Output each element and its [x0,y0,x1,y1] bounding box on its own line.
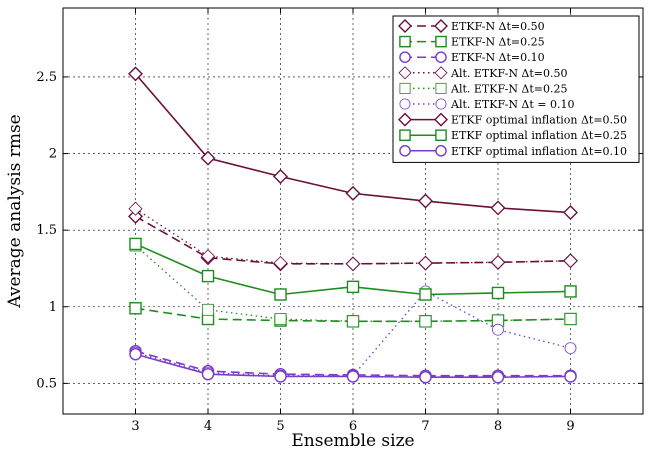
y-tick-label: 1 [49,300,57,315]
legend-label: Alt. ETKF-N Δt = 0.10 [450,98,575,111]
circle-marker [419,371,432,384]
legend-label: ETKF optimal inflation Δt=0.10 [451,145,627,158]
y-axis-title: Average analysis rmse [5,114,25,308]
x-tick-label: 7 [421,419,429,434]
diamond-marker [418,193,433,209]
circle-marker [435,98,447,110]
circle-marker [564,342,577,355]
square-marker [201,269,215,283]
y-tick-label: 2.5 [36,70,57,85]
legend-label: ETKF optimal inflation Δt=0.25 [451,129,627,142]
circle-marker [435,144,447,157]
series-lines [128,66,578,384]
square-marker [274,313,287,325]
diamond-marker [273,169,288,185]
square-marker [129,237,142,251]
circle-marker [399,144,411,157]
grid [63,8,643,414]
square-marker [274,288,287,301]
legend-item: ETKF optimal inflation Δt=0.50 [398,112,627,127]
legend-item: ETKF-N Δt=0.25 [399,35,545,49]
diamond-marker [345,256,361,271]
diamond-marker [345,185,361,201]
square-marker [347,315,359,328]
circle-marker [201,367,215,381]
x-tick-label: 4 [204,419,212,434]
square-marker [399,129,411,142]
circle-marker [492,323,504,336]
circle-marker [491,371,505,384]
square-marker [435,129,447,142]
series-7 [129,237,577,301]
diamond-marker [273,256,288,271]
diamond-marker [398,112,412,127]
square-marker [419,288,432,301]
diamond-marker [418,256,433,271]
legend-label: ETKF-N Δt=0.10 [451,51,545,64]
legend-label: ETKF-N Δt=0.25 [451,36,545,49]
diamond-marker [563,205,578,221]
square-marker [435,35,447,48]
square-marker [564,285,577,298]
square-marker [129,302,142,315]
diamond-marker [128,66,143,82]
legend-item: Alt. ETKF-N Δt=0.50 [398,66,568,80]
diamond-marker [128,201,143,216]
circle-marker [435,51,447,64]
circle-marker [346,370,360,383]
series-8 [129,348,577,384]
diamond-marker [563,253,578,268]
square-marker [399,35,411,48]
diamond-marker [434,112,448,127]
x-tick-label: 5 [276,419,284,434]
legend-item: ETKF-N Δt=0.10 [399,51,545,64]
square-marker [491,286,505,300]
legend-item: Alt. ETKF-N Δt=0.25 [399,82,568,95]
axis-ticks: 3 4 5 6 7 8 9 0.5 1 1.5 2 2.5 [36,8,643,434]
y-tick-label: 1.5 [36,223,57,238]
legend-label: ETKF-N Δt=0.50 [451,20,545,33]
x-tick-label: 9 [566,419,574,434]
diamond-marker [200,249,216,264]
diamond-marker [200,150,216,166]
legend-item: ETKF-N Δt=0.50 [398,19,545,33]
circle-marker [399,98,411,110]
square-marker [435,82,447,94]
circle-marker [564,370,577,383]
x-axis-title: Ensemble size [291,431,414,451]
circle-marker [399,51,411,64]
legend-label: ETKF optimal inflation Δt=0.50 [451,114,627,127]
x-tick-label: 6 [349,419,357,434]
x-tick-label: 8 [494,419,502,434]
diamond-marker [490,255,506,270]
square-marker [399,82,411,94]
diamond-marker [398,66,412,80]
series-6 [128,66,578,221]
y-tick-label: 0.5 [36,376,57,391]
diamond-marker [490,200,506,216]
diamond-marker [398,19,412,33]
square-marker [202,303,214,316]
circle-marker [274,370,287,383]
square-marker [346,280,360,294]
legend: ETKF-N Δt=0.50 ETKF-N Δt=0.25 ETKF-N Δt=0.… [392,15,640,163]
legend-label: Alt. ETKF-N Δt=0.25 [450,82,568,95]
legend-box [392,15,640,163]
y-tick-label: 2 [49,147,57,162]
circle-marker [129,348,142,361]
legend-item: Alt. ETKF-N Δt = 0.10 [399,98,575,111]
legend-item: ETKF optimal inflation Δt=0.25 [399,129,627,142]
diamond-marker [434,19,448,33]
series-3 [128,201,578,271]
legend-label: Alt. ETKF-N Δt=0.50 [450,67,568,80]
diamond-marker [128,208,143,224]
diamond-marker [434,66,448,80]
x-tick-label: 3 [131,419,139,434]
square-marker [564,313,577,325]
legend-item: ETKF optimal inflation Δt=0.10 [399,144,627,158]
square-marker [419,315,432,328]
